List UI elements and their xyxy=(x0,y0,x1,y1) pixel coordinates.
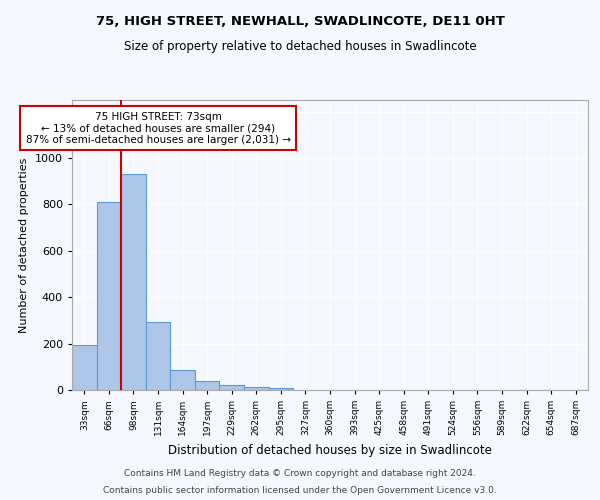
Bar xyxy=(195,381,220,390)
Bar xyxy=(72,345,97,390)
Text: Contains HM Land Registry data © Crown copyright and database right 2024.: Contains HM Land Registry data © Crown c… xyxy=(124,468,476,477)
Bar xyxy=(269,388,293,390)
Bar xyxy=(97,202,121,390)
Text: 75 HIGH STREET: 73sqm
← 13% of detached houses are smaller (294)
87% of semi-det: 75 HIGH STREET: 73sqm ← 13% of detached … xyxy=(25,112,290,145)
Bar xyxy=(121,174,146,390)
Bar xyxy=(244,386,269,390)
Bar xyxy=(220,386,244,390)
Y-axis label: Number of detached properties: Number of detached properties xyxy=(19,158,29,332)
Bar xyxy=(146,322,170,390)
Text: Contains public sector information licensed under the Open Government Licence v3: Contains public sector information licen… xyxy=(103,486,497,495)
Text: Size of property relative to detached houses in Swadlincote: Size of property relative to detached ho… xyxy=(124,40,476,53)
X-axis label: Distribution of detached houses by size in Swadlincote: Distribution of detached houses by size … xyxy=(168,444,492,456)
Text: 75, HIGH STREET, NEWHALL, SWADLINCOTE, DE11 0HT: 75, HIGH STREET, NEWHALL, SWADLINCOTE, D… xyxy=(95,15,505,28)
Bar xyxy=(170,370,195,390)
